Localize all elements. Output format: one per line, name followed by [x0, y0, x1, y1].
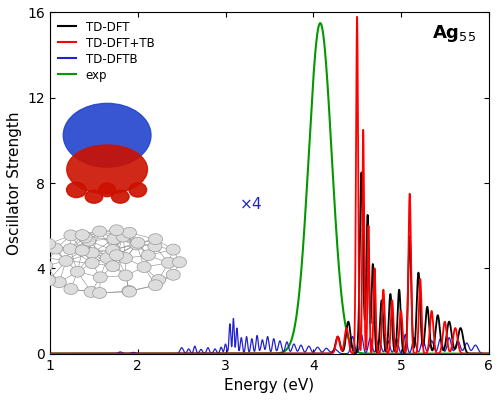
Circle shape [82, 235, 96, 246]
Legend: TD-DFT, TD-DFT+TB, TD-DFTB, exp: TD-DFT, TD-DFT+TB, TD-DFTB, exp [56, 18, 156, 84]
Circle shape [92, 288, 106, 298]
Circle shape [76, 230, 90, 240]
Text: $\times$4: $\times$4 [238, 196, 262, 212]
Circle shape [84, 286, 98, 297]
Circle shape [110, 250, 124, 261]
Ellipse shape [64, 103, 151, 167]
Circle shape [148, 280, 162, 291]
Circle shape [116, 231, 130, 242]
Y-axis label: Oscillator Strength: Oscillator Strength [7, 111, 22, 255]
Circle shape [166, 269, 180, 280]
Circle shape [30, 250, 44, 261]
X-axis label: Energy (eV): Energy (eV) [224, 378, 314, 393]
Circle shape [85, 248, 99, 258]
Circle shape [106, 261, 120, 272]
Circle shape [166, 244, 180, 255]
Circle shape [142, 250, 156, 261]
Circle shape [162, 257, 175, 268]
Circle shape [64, 230, 78, 241]
Ellipse shape [99, 183, 116, 197]
Circle shape [42, 238, 56, 250]
Circle shape [122, 227, 136, 238]
Text: Ag$_{55}$: Ag$_{55}$ [432, 23, 476, 44]
Circle shape [92, 226, 106, 237]
Circle shape [131, 237, 145, 248]
Circle shape [78, 232, 92, 243]
Circle shape [148, 234, 162, 245]
Circle shape [48, 243, 62, 254]
Ellipse shape [67, 145, 148, 194]
Circle shape [107, 234, 121, 244]
Ellipse shape [129, 183, 146, 197]
Circle shape [152, 274, 166, 285]
Circle shape [52, 277, 66, 288]
Circle shape [30, 263, 44, 274]
Circle shape [110, 225, 124, 236]
Ellipse shape [85, 190, 102, 203]
Circle shape [39, 260, 53, 271]
Circle shape [130, 239, 144, 250]
Ellipse shape [66, 182, 86, 198]
Circle shape [148, 241, 162, 252]
Circle shape [76, 245, 90, 256]
Circle shape [85, 258, 99, 268]
Circle shape [119, 270, 133, 281]
Circle shape [59, 256, 73, 266]
Circle shape [42, 275, 56, 286]
Circle shape [106, 244, 120, 256]
Circle shape [64, 284, 78, 294]
Circle shape [94, 272, 108, 283]
Circle shape [122, 286, 136, 296]
Circle shape [70, 266, 85, 277]
Ellipse shape [112, 190, 129, 203]
Circle shape [63, 244, 77, 255]
Circle shape [100, 253, 114, 264]
Circle shape [137, 262, 151, 272]
Circle shape [172, 257, 186, 268]
Circle shape [118, 253, 132, 264]
Circle shape [122, 286, 136, 297]
